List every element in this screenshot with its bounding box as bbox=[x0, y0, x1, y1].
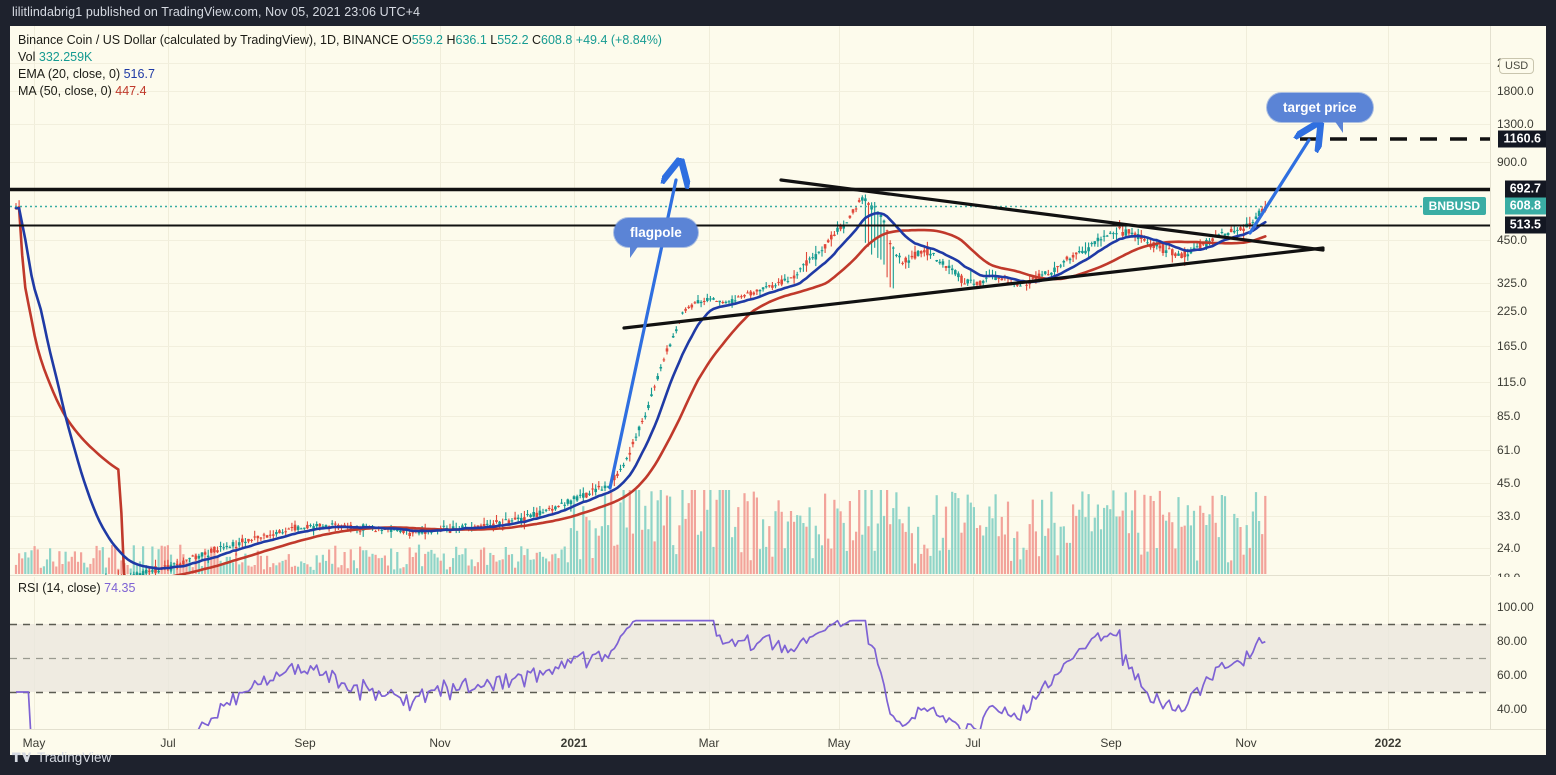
currency-chip[interactable]: USD bbox=[1499, 58, 1535, 74]
legend-close-value: 608.8 bbox=[541, 33, 573, 47]
legend-volume-row: Vol 332.259K bbox=[18, 49, 662, 66]
legend-ma-row: MA (50, close, 0) 447.4 bbox=[18, 83, 662, 100]
time-axis-tick: Jul bbox=[160, 736, 176, 750]
tradingview-logo-icon bbox=[12, 752, 31, 762]
legend-close-label: C bbox=[532, 33, 542, 47]
legend-volume-value: 332.259K bbox=[38, 50, 93, 64]
legend-ma-label[interactable]: MA (50, close, 0) bbox=[18, 84, 112, 98]
price-axis[interactable]: 2400.01800.01300.0900.0450.0325.0225.016… bbox=[1490, 26, 1546, 585]
price-axis-tick: 33.0 bbox=[1497, 509, 1521, 523]
legend-high-label: H bbox=[446, 33, 456, 47]
price-pane[interactable]: Binance Coin / US Dollar (calculated by … bbox=[10, 26, 1490, 575]
pane-separator[interactable] bbox=[10, 575, 1490, 576]
rsi-legend-label[interactable]: RSI (14, close) bbox=[18, 581, 101, 595]
legend-change-value: +49.4 (+8.84%) bbox=[575, 33, 662, 47]
target-price-callout[interactable]: target price bbox=[1267, 93, 1373, 133]
rsi-plot bbox=[10, 577, 1490, 729]
legend-ema-label[interactable]: EMA (20, close, 0) bbox=[18, 67, 121, 81]
rsi-axis-tick: 100.00 bbox=[1497, 600, 1534, 614]
rsi-axis-tick: 40.00 bbox=[1497, 702, 1528, 716]
time-axis-tick: 2021 bbox=[560, 736, 588, 750]
tradingview-logo[interactable]: TradingView bbox=[12, 750, 111, 765]
legend-ema-row: EMA (20, close, 0) 516.7 bbox=[18, 66, 662, 83]
rsi-legend: RSI (14, close) 74.35 bbox=[18, 581, 135, 595]
legend-ema-value: 516.7 bbox=[123, 67, 155, 81]
legend-title-row: Binance Coin / US Dollar (calculated by … bbox=[18, 32, 662, 49]
legend-open-value: 559.2 bbox=[411, 33, 443, 47]
rsi-axis-tick: 80.00 bbox=[1497, 634, 1528, 648]
price-axis-tick: 165.0 bbox=[1497, 339, 1528, 353]
legend-low-value: 552.2 bbox=[497, 33, 529, 47]
time-axis-tick: Mar bbox=[698, 736, 720, 750]
legend-open-label: O bbox=[401, 33, 412, 47]
time-axis-tick: 2022 bbox=[1374, 736, 1402, 750]
volume-bars bbox=[14, 490, 1267, 574]
price-axis-tick: 1800.0 bbox=[1497, 84, 1534, 98]
flagpole-callout[interactable]: flagpole bbox=[614, 218, 698, 258]
time-axis-tick: Sep bbox=[294, 736, 316, 750]
price-axis-tick: 85.0 bbox=[1497, 409, 1521, 423]
legend-low-label: L bbox=[490, 33, 498, 47]
publish-info-bar: lilitlindabrig1 published on TradingView… bbox=[12, 5, 421, 19]
time-axis-tick: May bbox=[22, 736, 46, 750]
rsi-axis-tick: 60.00 bbox=[1497, 668, 1528, 682]
rsi-pane[interactable]: RSI (14, close) 74.35 bbox=[10, 577, 1490, 729]
legend-high-value: 636.1 bbox=[455, 33, 487, 47]
time-axis-tick: Sep bbox=[1100, 736, 1122, 750]
price-axis-tick: 45.0 bbox=[1497, 476, 1521, 490]
rsi-axis[interactable]: 100.00 80.00 60.00 40.00 bbox=[1490, 577, 1546, 729]
price-axis-tick: 61.0 bbox=[1497, 443, 1521, 457]
price-axis-tick: 225.0 bbox=[1497, 304, 1528, 318]
price-tag[interactable]: 513.5 bbox=[1504, 216, 1546, 234]
price-axis-tick: 900.0 bbox=[1497, 155, 1528, 169]
chart-area[interactable]: Binance Coin / US Dollar (calculated by … bbox=[10, 26, 1546, 755]
price-axis-tick: 325.0 bbox=[1497, 276, 1528, 290]
tradingview-logo-text: TradingView bbox=[37, 750, 112, 765]
rsi-legend-value: 74.35 bbox=[104, 581, 136, 595]
price-axis-tick: 1300.0 bbox=[1497, 117, 1534, 131]
footer-bar: TradingView bbox=[0, 742, 1556, 775]
price-legend: Binance Coin / US Dollar (calculated by … bbox=[18, 32, 662, 100]
time-axis-tick: Nov bbox=[429, 736, 451, 750]
price-axis-tick: 115.0 bbox=[1497, 375, 1527, 389]
price-axis-tick: 24.0 bbox=[1497, 541, 1521, 555]
price-axis-tick: 450.0 bbox=[1497, 233, 1528, 247]
time-axis-tick: May bbox=[827, 736, 851, 750]
price-tag[interactable]: 608.8 bbox=[1504, 197, 1546, 215]
price-tag[interactable]: 692.7 bbox=[1504, 180, 1546, 198]
legend-ma-value: 447.4 bbox=[115, 84, 147, 98]
time-axis-tick: Jul bbox=[965, 736, 981, 750]
symbol-price-badge[interactable]: BNBUSD bbox=[1422, 197, 1486, 215]
time-axis-tick: Nov bbox=[1235, 736, 1257, 750]
time-axis[interactable]: May Jul Sep Nov 2021 Mar May Jul Sep Nov 2022 bbox=[10, 729, 1546, 755]
legend-volume-label[interactable]: Vol bbox=[18, 50, 36, 64]
legend-symbol-title[interactable]: Binance Coin / US Dollar (calculated by … bbox=[18, 33, 399, 47]
price-tag[interactable]: 1160.6 bbox=[1498, 130, 1546, 148]
